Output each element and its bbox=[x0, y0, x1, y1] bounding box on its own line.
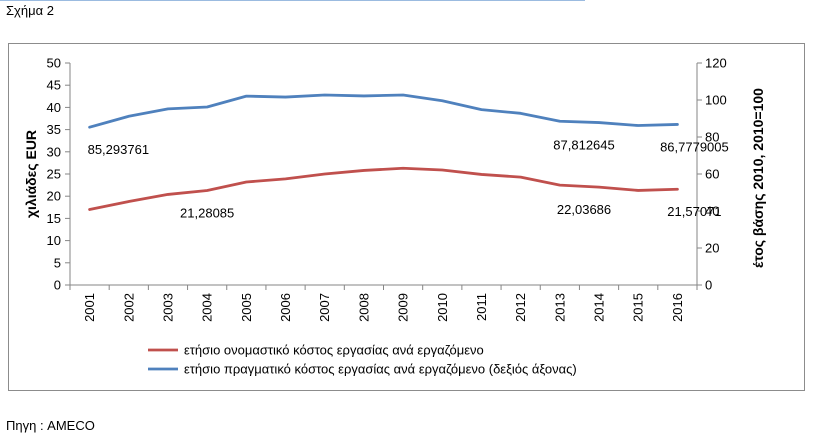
x-tick-label: 2014 bbox=[592, 293, 607, 322]
y2-axis-title: έτος βάσης 2010, 2010=100 bbox=[750, 88, 766, 268]
x-tick-label: 2007 bbox=[317, 293, 332, 322]
y-axis-title: χιλιάδες EUR bbox=[23, 130, 39, 218]
data-label: 21,28085 bbox=[180, 206, 234, 221]
data-label: 85,293761 bbox=[88, 142, 149, 157]
chart-series bbox=[88, 93, 679, 211]
x-tick-label: 2015 bbox=[631, 293, 646, 322]
data-label: 87,812645 bbox=[553, 138, 614, 153]
x-tick-label: 2011 bbox=[474, 293, 489, 321]
y-tick-label: 50 bbox=[47, 56, 61, 71]
x-tick-label: 2001 bbox=[82, 293, 97, 322]
x-tick-label: 2016 bbox=[670, 293, 685, 322]
x-tick-label: 2008 bbox=[356, 293, 371, 322]
chart-legend: ετήσιο ονομαστικό κόστος εργασίας ανά ερ… bbox=[148, 343, 577, 377]
chart-axes: 0 5 10 15 20 25 30 35 40 45 50 0 20 40 60 80 100 120 2001 2… bbox=[23, 56, 766, 322]
y-tick-label: 30 bbox=[47, 144, 61, 159]
y2-tick-label: 80 bbox=[705, 130, 719, 145]
x-tick-label: 2003 bbox=[160, 293, 175, 322]
figure-label: Σχήμα 2 bbox=[6, 3, 54, 18]
y2-tick-label: 60 bbox=[705, 167, 719, 182]
y-tick-label: 45 bbox=[47, 78, 61, 93]
x-tick-label: 2009 bbox=[396, 293, 411, 322]
y-tick-label: 35 bbox=[47, 122, 61, 137]
x-tick-label: 2012 bbox=[513, 293, 528, 322]
top-rule bbox=[0, 0, 585, 1]
legend-entry: ετήσιο ονομαστικό κόστος εργασίας ανά ερ… bbox=[184, 343, 484, 358]
y2-tick-label: 120 bbox=[705, 56, 727, 71]
x-tick-label: 2002 bbox=[121, 293, 136, 322]
chart-data-labels: 21,28085 22,03686 21,57071 85,293761 87,8126… bbox=[88, 138, 729, 221]
x-tick-label: 2010 bbox=[435, 293, 450, 322]
source-note: Πηγη : AMECO bbox=[6, 418, 95, 433]
series-line-1 bbox=[88, 166, 679, 211]
y2-tick-label: 20 bbox=[705, 241, 719, 256]
y-tick-label: 20 bbox=[47, 189, 61, 204]
y-tick-label: 0 bbox=[54, 278, 61, 293]
x-tick-label: 2005 bbox=[239, 293, 254, 322]
series-line-2 bbox=[88, 93, 679, 129]
y-tick-label: 25 bbox=[47, 167, 61, 182]
legend-entry: ετήσιο πραγματικό κόστος εργασίας ανά ερ… bbox=[184, 362, 577, 377]
y-tick-label: 10 bbox=[47, 233, 61, 248]
data-label: 22,03686 bbox=[557, 202, 611, 217]
y-tick-label: 5 bbox=[54, 255, 61, 270]
x-tick-label: 2004 bbox=[200, 293, 215, 322]
y2-tick-label: 0 bbox=[705, 278, 712, 293]
x-tick-label: 2013 bbox=[552, 293, 567, 322]
data-label: 21,57071 bbox=[667, 204, 721, 219]
y-tick-label: 15 bbox=[47, 211, 61, 226]
x-tick-label: 2006 bbox=[278, 293, 293, 322]
data-label: 86,7779005 bbox=[660, 139, 729, 154]
y2-tick-label: 100 bbox=[705, 93, 727, 108]
y-tick-label: 40 bbox=[47, 100, 61, 115]
chart-frame bbox=[8, 43, 805, 391]
y2-tick-label: 40 bbox=[705, 204, 719, 219]
